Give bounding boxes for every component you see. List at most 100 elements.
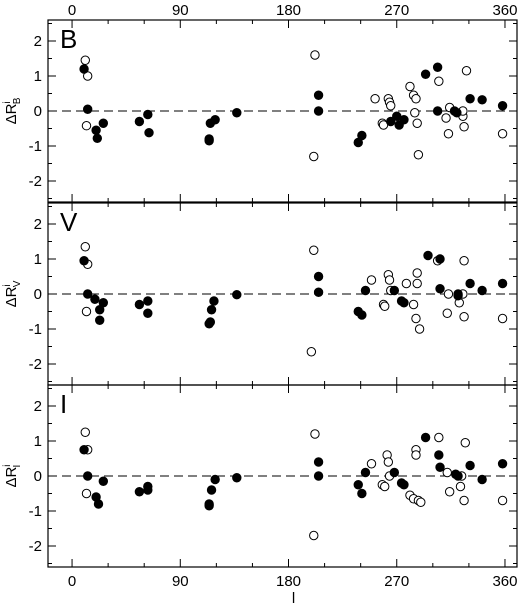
filled-circle-point	[232, 108, 242, 118]
filled-circle-point	[210, 474, 220, 485]
y-axis-label-superscript: i	[2, 101, 13, 103]
y-axis-label-main: ΔR	[3, 467, 20, 488]
open-circle-point	[411, 313, 421, 324]
filled-circle-point	[134, 487, 145, 497]
y-axis-label-superscript: i	[2, 464, 13, 466]
open-circle-point	[310, 50, 320, 60]
filled-circle-point	[98, 476, 109, 486]
open-circle-point	[81, 121, 92, 131]
filled-circle-point	[143, 109, 153, 120]
open-circle-point	[386, 101, 396, 111]
filled-circle-point	[357, 130, 367, 141]
y-axis-label: ΔRiV	[2, 280, 23, 307]
y-tick-label: -1	[29, 321, 42, 338]
filled-circle-point	[90, 294, 100, 304]
open-circle-point	[455, 481, 466, 492]
filled-circle-point	[399, 480, 409, 490]
filled-circle-point	[360, 285, 371, 296]
filled-circle-point	[452, 108, 462, 118]
filled-circle-point	[399, 298, 409, 308]
filled-circle-point	[357, 488, 367, 499]
filled-circle-point	[313, 271, 324, 282]
filled-circle-point	[206, 305, 217, 315]
open-circle-point	[80, 55, 90, 65]
panel-letter: B	[60, 24, 77, 54]
x-tick-label-top: 270	[384, 2, 409, 19]
filled-circle-point	[98, 298, 109, 308]
open-circle-point	[81, 306, 92, 317]
y-axis-label-subscript: B	[12, 97, 23, 104]
filled-circle-point	[79, 64, 89, 74]
open-circle-point	[411, 450, 421, 460]
y-tick-label: -1	[29, 503, 42, 520]
filled-circle-point	[313, 90, 324, 100]
filled-circle-point	[353, 480, 363, 490]
open-circle-point	[310, 429, 320, 439]
y-axis-label-subscript: I	[12, 465, 23, 468]
y-tick-label: 2	[34, 33, 42, 50]
open-circle-point	[416, 497, 426, 507]
open-circle-point	[459, 312, 469, 322]
filled-circle-point	[98, 118, 109, 128]
filled-circle-point	[465, 278, 475, 289]
filled-circle-point	[82, 289, 93, 299]
filled-circle-point	[423, 250, 433, 261]
filled-circle-point	[313, 106, 324, 116]
open-circle-point	[81, 488, 92, 499]
filled-circle-point	[435, 284, 445, 294]
x-tick-label-top: 90	[172, 2, 189, 19]
filled-circle-point	[357, 310, 367, 320]
filled-circle-point	[206, 485, 217, 495]
open-circle-point	[80, 427, 90, 437]
open-circle-point	[442, 467, 452, 478]
open-circle-point	[443, 289, 454, 299]
filled-circle-point	[93, 499, 104, 509]
filled-circle-point	[497, 101, 508, 111]
filled-circle-point	[313, 287, 324, 297]
open-circle-point	[497, 313, 508, 324]
x-tick-label-bottom: 270	[384, 573, 409, 590]
filled-circle-point	[232, 473, 242, 483]
filled-circle-point	[204, 136, 214, 146]
y-tick-label: 0	[34, 103, 42, 120]
open-circle-point	[370, 94, 380, 104]
filled-circle-point	[360, 467, 371, 478]
y-tick-label: -2	[29, 173, 42, 190]
open-circle-point	[412, 278, 422, 289]
x-tick-label-bottom: 360	[492, 573, 517, 590]
filled-circle-point	[453, 471, 463, 481]
open-circle-point	[442, 308, 452, 318]
open-circle-point	[309, 151, 319, 162]
open-circle-point	[434, 76, 444, 86]
open-circle-point	[410, 108, 420, 118]
y-axis-label-main: ΔR	[3, 103, 20, 124]
panel-letter: I	[60, 389, 67, 419]
filled-circle-point	[232, 290, 242, 300]
y-axis-label-subscript: V	[12, 280, 23, 287]
filled-circle-point	[497, 278, 508, 289]
y-axis-label: ΔRiI	[2, 464, 23, 487]
open-circle-point	[443, 129, 454, 139]
filled-circle-point	[420, 69, 431, 79]
open-circle-point	[434, 432, 444, 443]
x-tick-label-top: 360	[492, 2, 517, 19]
filled-circle-point	[497, 459, 508, 469]
open-circle-point	[497, 495, 508, 506]
open-circle-point	[412, 268, 422, 278]
y-tick-label: 0	[34, 468, 42, 485]
x-tick-label-bottom: 180	[276, 573, 301, 590]
open-circle-point	[461, 66, 472, 76]
filled-circle-point	[465, 94, 475, 104]
filled-circle-point	[477, 474, 487, 485]
y-axis-label: ΔRiB	[2, 97, 23, 124]
open-circle-point	[366, 275, 377, 285]
x-tick-label-bottom: 90	[172, 573, 189, 590]
y-tick-label: 1	[34, 251, 42, 268]
open-circle-point	[444, 487, 455, 497]
filled-circle-point	[313, 457, 324, 467]
filled-circle-point	[204, 501, 214, 511]
filled-circle-point	[92, 133, 103, 144]
filled-circle-point	[477, 95, 487, 105]
